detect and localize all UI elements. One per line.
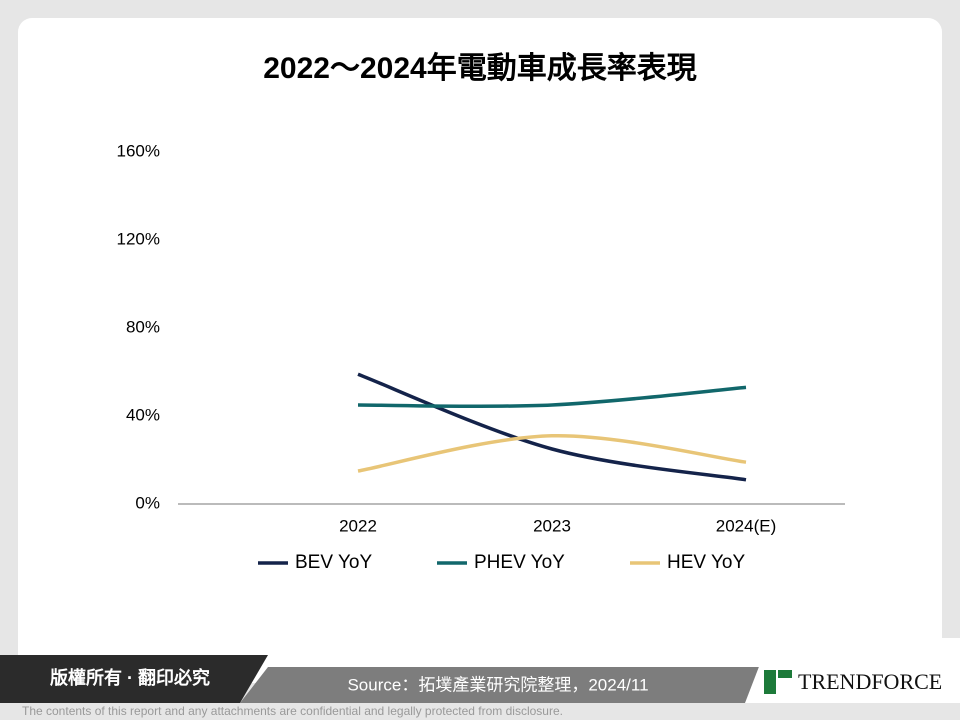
legend-label: BEV YoY xyxy=(295,552,372,573)
rights-band xyxy=(0,655,268,703)
disclaimer: The contents of this report and any atta… xyxy=(22,704,563,718)
legend-label: HEV YoY xyxy=(667,552,745,573)
source: Source：拓墣產業研究院整理，2024/11 xyxy=(347,675,648,694)
legend-label: PHEV YoY xyxy=(474,552,565,573)
x-tick-label: 2022 xyxy=(339,516,377,535)
chart: 0% 40% 80% 120% 160% 2022 2023 2024(E) BEV YoY PH… xyxy=(117,141,845,573)
y-tick-label: 40% xyxy=(126,405,160,424)
series-line xyxy=(357,372,747,482)
brand: TRENDFORCE xyxy=(798,669,942,694)
source-band xyxy=(240,667,770,703)
x-tick-label: 2023 xyxy=(533,516,571,535)
y-tick-label: 120% xyxy=(117,229,160,248)
rights: 版權所有 · 翻印必究 xyxy=(50,667,210,688)
y-tick-label: 0% xyxy=(135,493,160,512)
x-tick-label: 2024(E) xyxy=(716,516,776,535)
brand-band xyxy=(745,638,960,703)
series-line xyxy=(357,385,747,409)
y-tick-label: 160% xyxy=(117,141,160,160)
logo-mark xyxy=(778,670,792,678)
chart-title: 2022～2024年電動車成長率表現 xyxy=(263,52,696,85)
series-line xyxy=(357,434,747,473)
y-tick-label: 80% xyxy=(126,317,160,336)
logo-mark xyxy=(764,670,776,694)
panel xyxy=(18,18,942,683)
